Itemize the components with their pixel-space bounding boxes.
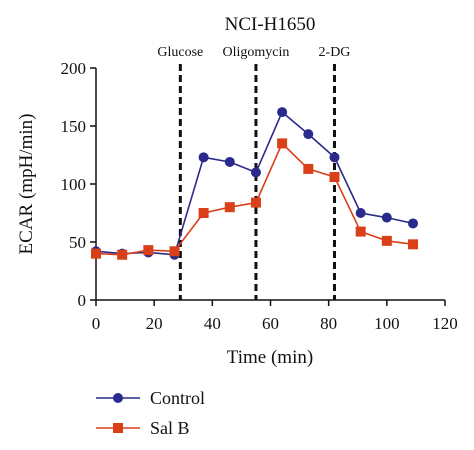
y-tick-label: 150 [61, 117, 87, 136]
y-tick-label: 50 [69, 233, 86, 252]
data-point [329, 172, 340, 183]
series-layer [91, 107, 419, 260]
data-point [169, 246, 180, 257]
x-tick-label: 60 [262, 314, 279, 333]
legend: Control Sal B [96, 388, 205, 438]
x-tick-label: 20 [146, 314, 163, 333]
injection-label: 2-DG [319, 45, 351, 60]
data-point [277, 107, 288, 118]
annotation-layer: Glucose Oligomycin 2-DG [157, 45, 350, 300]
data-point [355, 226, 366, 237]
data-point [250, 167, 261, 178]
x-tick-label: 120 [432, 314, 458, 333]
data-point [329, 152, 340, 163]
x-tick-label: 80 [320, 314, 337, 333]
data-point [355, 208, 366, 218]
data-point [224, 156, 235, 167]
chart-title: NCI-H1650 [225, 14, 316, 35]
data-point [303, 163, 314, 174]
data-point [381, 212, 392, 223]
y-axis-label: ECAR (mpH/min) [16, 114, 37, 255]
y-tick-label: 0 [78, 291, 87, 310]
y-tick-label: 200 [61, 59, 87, 78]
y-tick-label: 100 [61, 175, 87, 194]
legend-label: Sal B [150, 418, 190, 438]
x-tick-label: 0 [92, 314, 101, 333]
injection-label: Glucose [157, 45, 203, 60]
legend-label: Control [150, 388, 205, 408]
x-tick-label: 40 [204, 314, 221, 333]
x-axis-label: Time (min) [227, 347, 313, 368]
data-point [198, 152, 209, 163]
data-point [303, 129, 314, 140]
legend-marker [113, 393, 123, 403]
data-point [117, 249, 128, 260]
legend-item: Control [96, 388, 205, 408]
data-point [250, 197, 261, 208]
legend-item: Sal B [96, 418, 190, 438]
data-point [198, 208, 209, 218]
data-point [224, 202, 235, 213]
data-point [408, 218, 419, 229]
data-point [91, 248, 101, 259]
injection-label: Oligomycin [223, 45, 290, 60]
data-point [277, 138, 288, 149]
data-point [408, 239, 419, 250]
axes: 0 50 100 150 200 0 20 40 60 80 100 120 [61, 59, 458, 333]
data-point [143, 245, 154, 256]
x-tick-label: 100 [374, 314, 400, 333]
legend-marker [113, 423, 123, 433]
data-point [381, 235, 392, 246]
